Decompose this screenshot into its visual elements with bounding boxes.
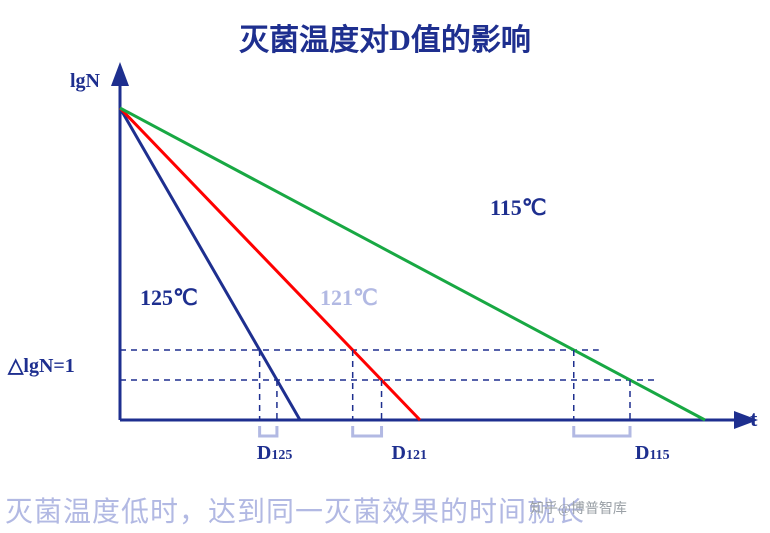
y-axis-label: lgN xyxy=(70,70,100,93)
watermark: 知乎@博普智库 xyxy=(530,498,627,518)
chart-caption: 灭菌温度低时，达到同一灭菌效果的时间就长 xyxy=(5,490,585,530)
d121-label: D121 xyxy=(392,442,427,465)
line-115-label: 115℃ xyxy=(490,195,547,221)
d125-label: D125 xyxy=(257,442,292,465)
delta-lgn-label: △lgN=1 xyxy=(8,353,75,378)
d115-label: D115 xyxy=(635,442,670,465)
line-121-label: 121℃ xyxy=(320,285,378,311)
line-125-label: 125℃ xyxy=(140,285,198,311)
x-axis-label: t xyxy=(750,406,757,432)
